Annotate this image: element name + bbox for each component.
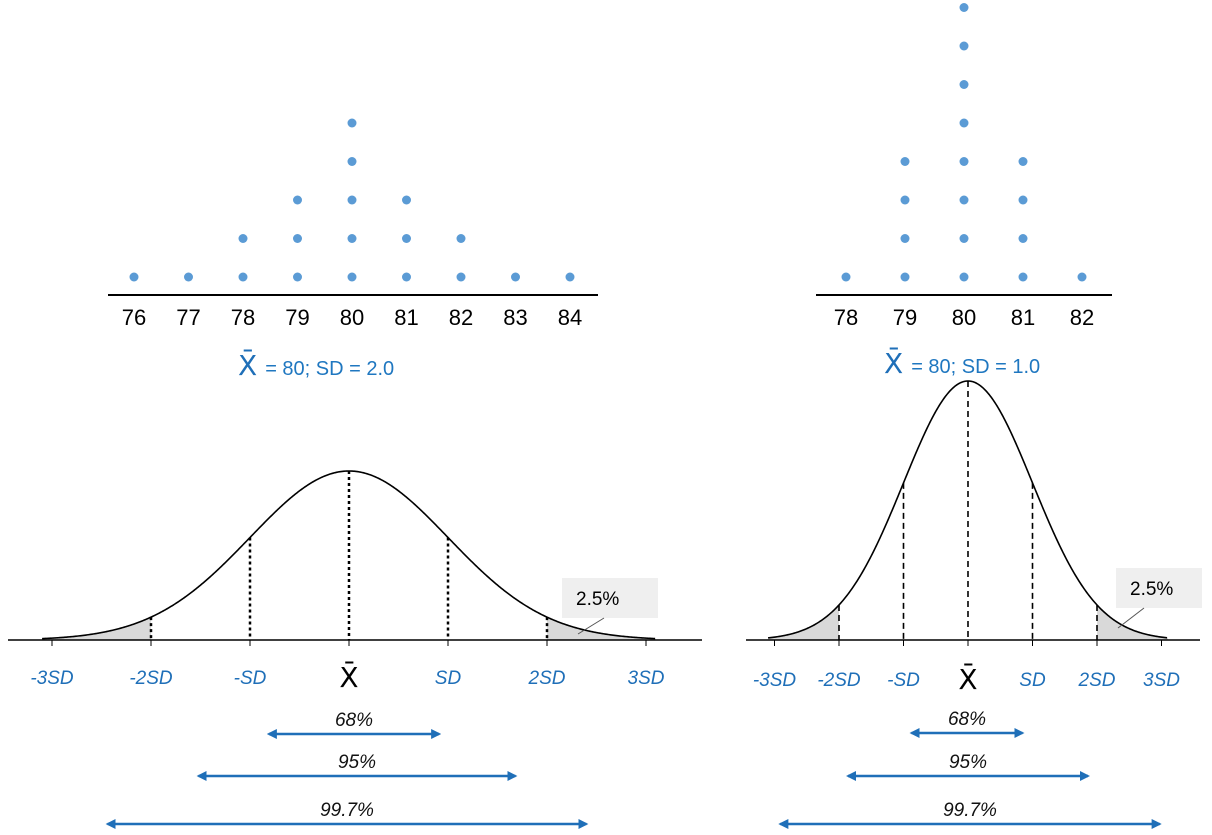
- dot-point: [347, 195, 357, 205]
- mean-label: X̄: [958, 662, 977, 696]
- range-percent-label: 99.7%: [943, 800, 997, 821]
- dot-point: [1018, 195, 1028, 205]
- dot-point: [511, 272, 520, 282]
- dot-point: [959, 234, 969, 243]
- mean-symbol: X̄: [238, 348, 257, 382]
- dot-point: [402, 234, 411, 243]
- sd-label: 2SD: [528, 668, 566, 689]
- mean-label: X̄: [339, 660, 358, 694]
- tick-label: 76: [122, 305, 146, 330]
- sd-label: -2SD: [129, 668, 173, 689]
- dot-point: [959, 195, 969, 205]
- range-percent-label: 68%: [335, 710, 373, 731]
- dot-point: [293, 195, 302, 205]
- dot-point: [900, 157, 910, 166]
- dot-point: [565, 272, 575, 282]
- dot-point: [959, 41, 969, 51]
- dot-point: [900, 272, 910, 282]
- tick-label: 78: [834, 305, 858, 330]
- dot-point: [900, 195, 910, 205]
- left-tail-area: [42, 617, 151, 640]
- normal-curve-sd2: -3SD -2SD -SD X̄ SD 2SD 3SD 2.5% 68% 95% 99.7%: [8, 470, 702, 829]
- tick-label: 78: [231, 305, 255, 330]
- tick-label: 79: [285, 305, 309, 330]
- tick-label: 84: [558, 305, 582, 330]
- dot-point: [238, 272, 248, 282]
- normal-curve-sd1: -3SD -2SD -SD X̄ SD 2SD 3SD 2.5% 68% 95% 99.7%: [746, 380, 1202, 829]
- dot-point: [347, 234, 357, 243]
- dot-point: [1018, 272, 1028, 282]
- range-percent-label: 99.7%: [320, 800, 374, 821]
- dot-point: [293, 234, 302, 243]
- sd-label: -3SD: [753, 670, 797, 691]
- right-tail-area: [1097, 604, 1168, 640]
- sd-label: SD: [1019, 670, 1046, 691]
- dot-point: [841, 272, 851, 282]
- dot-point: [402, 272, 411, 282]
- dot-point: [184, 272, 193, 282]
- tail-leader-line: [1117, 607, 1145, 629]
- tail-callout-box: [1116, 568, 1202, 608]
- dot-point: [293, 272, 302, 282]
- dot-point: [1077, 272, 1087, 282]
- sd-label: SD: [435, 668, 462, 689]
- tick-label: 77: [176, 305, 200, 330]
- dot-plot-sd1: 78 79 80 81 82 X̄ = 80; SD = 1.0: [816, 3, 1112, 380]
- range-percent-label: 95%: [949, 752, 987, 773]
- tick-label: 82: [1070, 305, 1094, 330]
- tail-percent-label: 2.5%: [1130, 579, 1173, 600]
- summary-caption: X̄ = 80; SD = 1.0: [884, 346, 1040, 380]
- tick-label: 82: [449, 305, 473, 330]
- summary-text: = 80; SD = 2.0: [265, 358, 394, 380]
- sd-label: -SD: [887, 670, 920, 691]
- summary-caption: X̄ = 80; SD = 2.0: [238, 348, 394, 382]
- dot-point: [129, 272, 139, 282]
- tick-label: 83: [503, 305, 527, 330]
- dot-point: [959, 157, 969, 166]
- dot-point: [959, 272, 969, 282]
- tick-label: 81: [394, 305, 418, 330]
- mean-symbol: X̄: [884, 346, 903, 380]
- dot-point: [959, 118, 969, 128]
- dot-point: [456, 234, 466, 243]
- dot-point: [1018, 234, 1028, 243]
- dot-point: [1018, 157, 1028, 166]
- right-tail-area: [547, 617, 656, 640]
- range-percent-label: 95%: [338, 752, 376, 773]
- range-percent-label: 68%: [948, 709, 986, 730]
- tick-label: 80: [952, 305, 976, 330]
- tick-label: 79: [893, 305, 917, 330]
- dot-point: [347, 157, 357, 166]
- summary-text: = 80; SD = 1.0: [911, 356, 1040, 378]
- sd-label: 3SD: [1143, 670, 1180, 691]
- sd-label: 2SD: [1078, 670, 1116, 691]
- tail-percent-label: 2.5%: [576, 589, 619, 610]
- dot-point: [959, 80, 969, 89]
- tick-label: 81: [1011, 305, 1035, 330]
- left-tail-area: [768, 604, 839, 640]
- tail-callout-box: [562, 578, 658, 618]
- sd-label: -2SD: [817, 670, 861, 691]
- dot-point: [238, 234, 248, 243]
- tail-leader-line: [577, 617, 605, 635]
- sd-label: -SD: [234, 668, 267, 689]
- sd-label: 3SD: [628, 668, 665, 689]
- sd-label: -3SD: [30, 668, 74, 689]
- dot-plot-sd2: 76 77 78 79 80 81 82 83 84 X̄ = 80; SD = 2.0: [108, 118, 598, 382]
- normal-curve-line: [767, 380, 1168, 639]
- dot-point: [456, 272, 466, 282]
- dot-point: [900, 234, 910, 243]
- dot-point: [959, 3, 969, 12]
- dot-point: [347, 272, 357, 282]
- dot-point: [402, 195, 411, 205]
- tick-label: 80: [340, 305, 364, 330]
- dot-point: [347, 118, 357, 128]
